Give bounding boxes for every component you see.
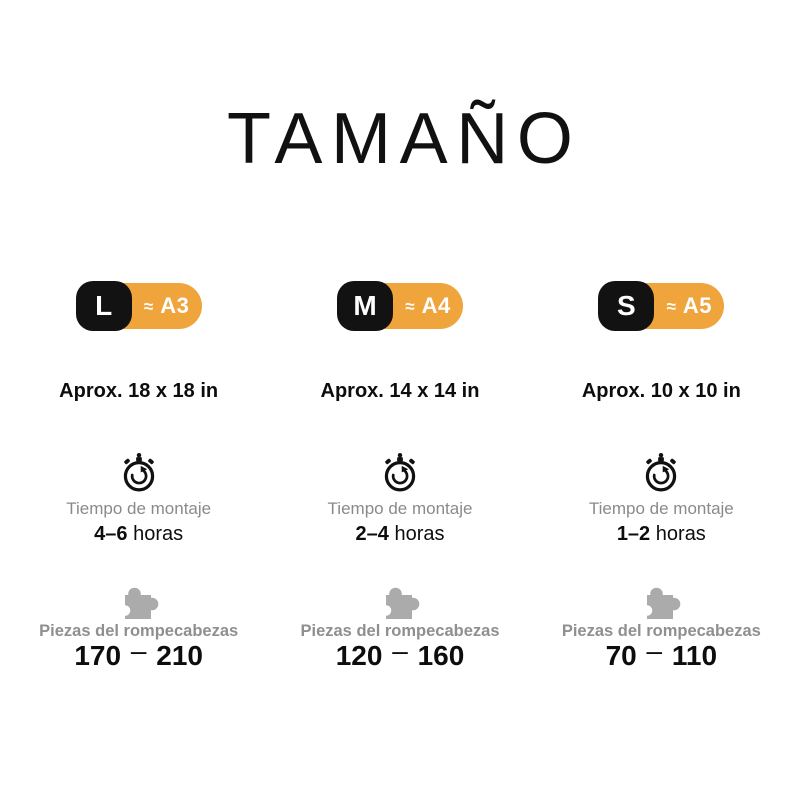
page-title: TAMAÑO <box>227 99 582 179</box>
pieces-range: 120–160 <box>335 637 465 672</box>
pieces-range: 70–110 <box>605 637 718 672</box>
stopwatch-icon <box>123 453 154 492</box>
pieces-min: 70 <box>605 640 637 672</box>
pieces-max: 210 <box>156 640 203 672</box>
pieces-min: 120 <box>335 640 383 672</box>
assembly-time-label: Tiempo de montaje <box>66 499 212 519</box>
paper-size-label: ≈ A4 <box>393 283 463 329</box>
paper-size-label: ≈ A5 <box>654 283 724 329</box>
dimensions-text: Aprox. 14 x 14 in <box>320 380 480 403</box>
pieces-min: 170 <box>74 640 122 672</box>
pieces-dash: – <box>130 635 147 667</box>
dimensions-text: Aprox. 18 x 18 in <box>59 380 219 403</box>
size-badge-medium: M ≈ A4 <box>336 281 463 332</box>
pieces-label: Piezas del rompecabezas <box>39 622 239 641</box>
size-column-medium: M ≈ A4 Aprox. 14 x 14 in Tiempo de monta… <box>269 281 530 672</box>
assembly-time-value: 2–4 horas <box>355 522 444 546</box>
approx-icon: ≈ <box>405 297 415 317</box>
assembly-time-value: 1–2 horas <box>617 522 706 546</box>
assembly-hours-range: 1–2 <box>616 523 651 546</box>
size-letter: L <box>95 290 113 322</box>
size-columns: L ≈ A3 Aprox. 18 x 18 in Tiempo de monta… <box>0 281 800 672</box>
stopwatch-icon <box>384 453 416 492</box>
pieces-range: 170–210 <box>74 637 203 672</box>
assembly-hours-unit: horas <box>133 523 184 546</box>
size-column-small: S ≈ A5 Aprox. 10 x 10 in Tiempo de monta… <box>531 281 792 672</box>
paper-size: A4 <box>421 293 451 319</box>
puzzle-piece-icon <box>119 587 158 620</box>
dimensions-text: Aprox. 10 x 10 in <box>581 380 741 403</box>
paper-size-label: ≈ A3 <box>132 283 202 329</box>
approx-icon: ≈ <box>143 297 154 317</box>
size-letter-badge: S <box>598 281 655 332</box>
assembly-hours-unit: horas <box>655 523 706 546</box>
size-badge-small: S ≈ A5 <box>598 281 725 332</box>
pieces-dash: – <box>646 635 663 667</box>
pieces-label: Piezas del rompecabezas <box>561 622 761 641</box>
paper-size: A3 <box>160 293 190 319</box>
puzzle-piece-icon <box>380 587 420 620</box>
size-badge-large: L ≈ A3 <box>75 281 202 332</box>
assembly-time-value: 4–6 horas <box>94 522 183 546</box>
approx-icon: ≈ <box>666 297 676 317</box>
pieces-max: 160 <box>417 640 465 672</box>
pieces-max: 110 <box>671 640 718 672</box>
assembly-hours-unit: horas <box>394 523 445 546</box>
size-letter-badge: M <box>336 281 393 332</box>
size-letter: S <box>616 290 636 322</box>
puzzle-piece-icon <box>642 587 681 620</box>
paper-size: A5 <box>682 293 713 319</box>
stopwatch-icon <box>646 453 677 492</box>
pieces-label: Piezas del rompecabezas <box>300 622 500 641</box>
assembly-hours-range: 2–4 <box>355 523 389 546</box>
size-column-large: L ≈ A3 Aprox. 18 x 18 in Tiempo de monta… <box>8 281 269 672</box>
assembly-hours-range: 4–6 <box>94 523 128 546</box>
size-letter: M <box>353 290 377 322</box>
assembly-time-label: Tiempo de montaje <box>588 499 734 519</box>
assembly-time-label: Tiempo de montaje <box>327 499 473 519</box>
pieces-dash: – <box>392 635 408 667</box>
size-letter-badge: L <box>75 281 132 332</box>
